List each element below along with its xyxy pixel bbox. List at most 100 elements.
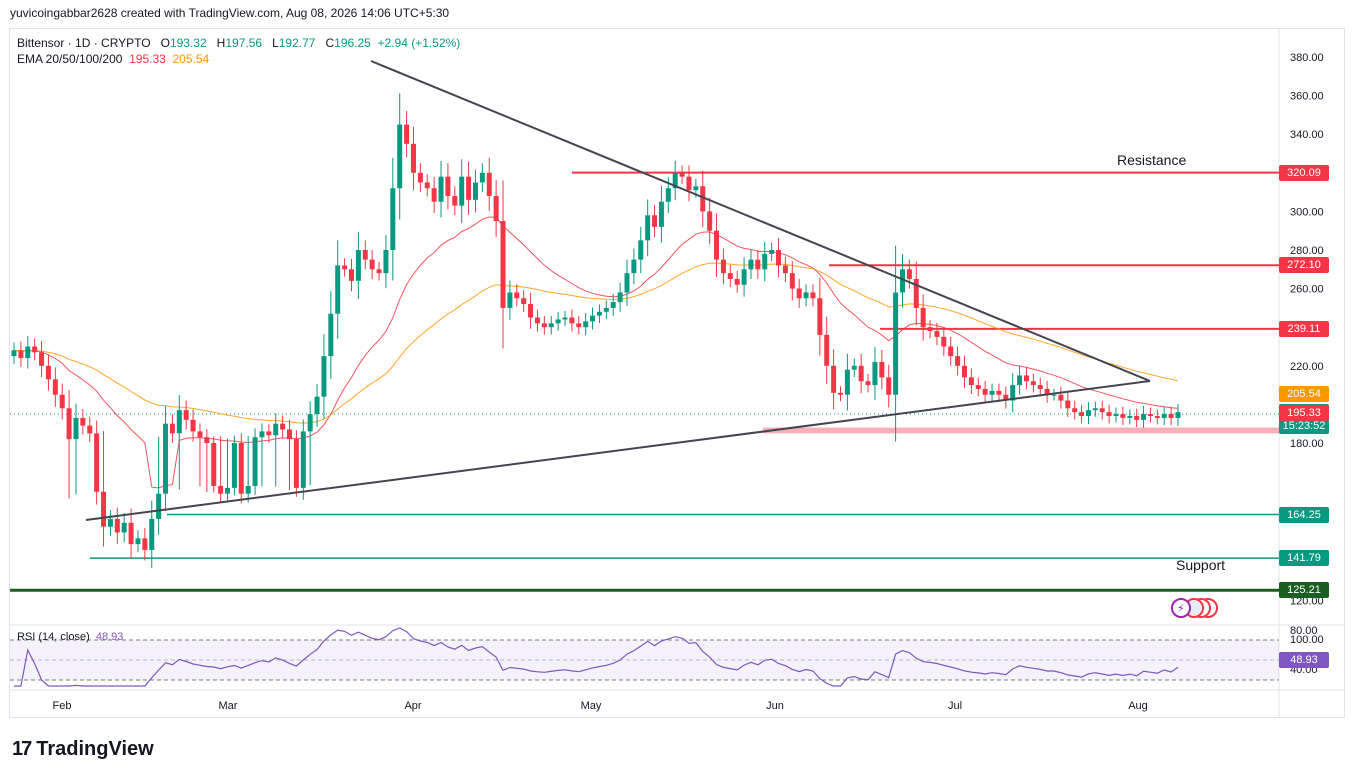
candle-body <box>273 423 279 436</box>
tradingview-logo[interactable]: 17 TradingView <box>12 738 154 761</box>
candle-body <box>1113 414 1119 416</box>
candle-body <box>590 315 596 322</box>
time-tick-label: Jul <box>948 700 962 712</box>
candle-body <box>376 269 382 274</box>
candle-body <box>569 317 575 324</box>
candle-body <box>1106 412 1112 416</box>
candle-body <box>94 433 100 492</box>
candle-body <box>658 201 664 227</box>
candle-body <box>507 292 513 308</box>
candle-body <box>514 292 520 299</box>
candle-body <box>390 188 396 250</box>
candle-body <box>52 379 58 395</box>
candle-body <box>169 423 175 434</box>
candle-body <box>404 124 410 144</box>
rsi-legend[interactable]: RSI (14, close) 48.93 <box>17 631 123 643</box>
candle-body <box>941 336 947 347</box>
candle-body <box>1044 388 1050 395</box>
candle-body <box>163 423 169 494</box>
candle-body <box>11 350 17 357</box>
candle-body <box>1099 408 1105 413</box>
candle-body <box>714 230 720 260</box>
candle-body <box>583 321 589 328</box>
time-tick-label: Jun <box>766 700 784 712</box>
candle-body <box>80 417 86 426</box>
candle-body <box>410 143 416 173</box>
candle-body <box>748 259 754 270</box>
candle-body <box>18 350 24 359</box>
candle-body <box>596 311 602 316</box>
candle-body <box>135 538 141 545</box>
candle-body <box>521 298 527 305</box>
ema-label[interactable]: EMA 20/50/100/200 <box>17 52 123 66</box>
candle-body <box>45 365 51 380</box>
candle-body <box>858 365 864 382</box>
candle-body <box>335 265 341 314</box>
rsi-value: 48.93 <box>95 631 124 643</box>
candle-body <box>348 269 354 281</box>
level-tag-125.21: 125.21 <box>1279 582 1329 599</box>
candle-body <box>851 365 857 370</box>
price-tick-label: 120.00 <box>1290 595 1324 607</box>
time-tick-label: Feb <box>53 700 72 712</box>
low-value: 192.77 <box>278 36 316 50</box>
candle-body <box>1017 375 1023 386</box>
candle-body <box>700 186 706 212</box>
indicator-badge-icon[interactable]: ⚡ <box>1171 598 1218 618</box>
candle-body <box>1127 415 1133 418</box>
candle-body <box>66 408 72 440</box>
candle-body <box>1175 412 1181 418</box>
candle-body <box>149 518 155 550</box>
candle-body <box>500 221 506 308</box>
candle-body <box>231 443 237 488</box>
candle-body <box>886 377 892 395</box>
candle-body <box>734 278 740 285</box>
candle-body <box>1037 385 1043 389</box>
candle-body <box>307 414 313 432</box>
candle-body <box>803 292 809 299</box>
ema20-value: 195.33 <box>129 52 166 66</box>
price-tick-label: 300.00 <box>1290 206 1324 218</box>
candle-body <box>686 176 692 191</box>
time-tick-label: Apr <box>404 700 421 712</box>
candle-body <box>438 176 444 202</box>
candle-body <box>259 431 265 438</box>
symbol-name[interactable]: Bittensor · 1D · CRYPTO <box>17 36 151 50</box>
candle-body <box>190 419 196 432</box>
candle-body <box>893 292 899 395</box>
candle-body <box>989 390 995 395</box>
support-zone <box>763 427 1279 434</box>
svg-text:⚡: ⚡ <box>1177 602 1185 615</box>
candle-body <box>73 417 79 440</box>
candle-body <box>397 124 403 189</box>
candle-body <box>776 250 782 266</box>
candle-body <box>238 443 244 494</box>
candle-body <box>927 327 933 332</box>
candle-body <box>1085 410 1091 416</box>
candle-body <box>679 172 685 177</box>
time-tick-label: Aug <box>1128 700 1148 712</box>
rsi-value-tag: 48.93 <box>1279 652 1329 668</box>
candle-body <box>314 396 320 415</box>
candle-body <box>25 346 31 359</box>
candle-body <box>321 356 327 397</box>
candle-body <box>369 259 375 270</box>
chart-credit: yuvicoingabbar2628 created with TradingV… <box>10 6 450 20</box>
candle-body <box>824 334 830 366</box>
candle-body <box>548 323 554 328</box>
candle-body <box>955 356 961 366</box>
candle-body <box>1058 394 1064 401</box>
candle-body <box>479 172 485 183</box>
candle-body <box>817 298 823 335</box>
price-tick-label: 380.00 <box>1290 52 1324 64</box>
candle-body <box>252 437 258 486</box>
candle-body <box>1023 375 1029 382</box>
candle-body <box>472 182 478 200</box>
candle-body <box>727 273 733 279</box>
price-tag-ema20: 195.33 <box>1279 405 1329 422</box>
candle-body <box>362 250 368 260</box>
candle-body <box>720 259 726 274</box>
change-value: +2.94 (+1.52%) <box>377 36 461 50</box>
low-label: L <box>272 36 279 50</box>
